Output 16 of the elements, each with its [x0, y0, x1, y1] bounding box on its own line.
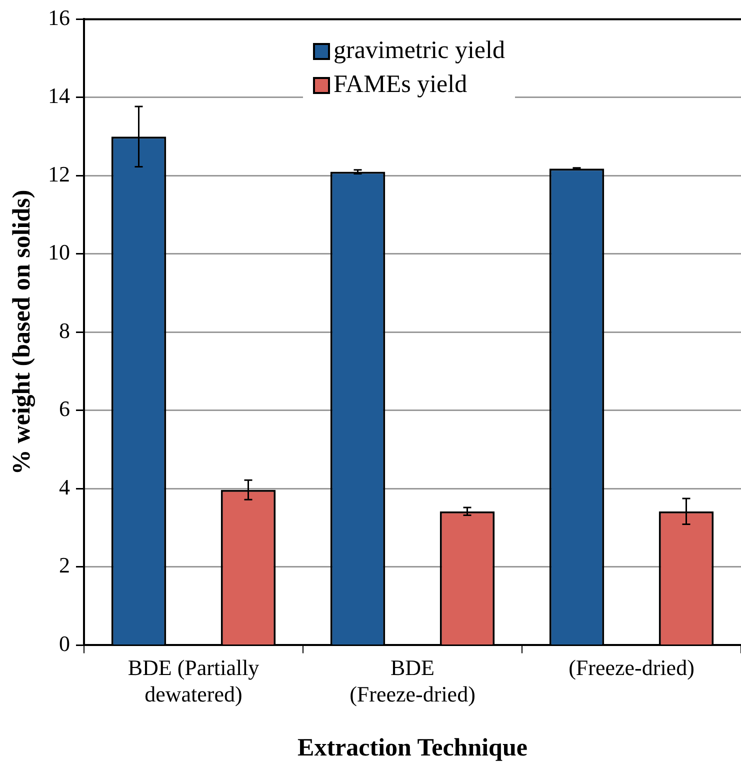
y-tick-label: 6 — [59, 396, 70, 422]
y-tick-label: 10 — [48, 240, 70, 265]
legend-label: FAMEs yield — [334, 71, 468, 100]
y-tick-label: 12 — [48, 161, 70, 186]
y-tick-label: 8 — [59, 318, 70, 343]
y-tick-label: 2 — [59, 552, 70, 578]
y-tick-label: 16 — [48, 4, 70, 30]
x-tick-label: (Freeze-dried) — [568, 655, 694, 680]
y-tick-label: 4 — [59, 474, 70, 500]
x-axis-title: Extraction Technique — [298, 734, 528, 762]
legend-label: gravimetric yield — [334, 37, 505, 66]
x-tick-label: BDE (Freeze-dried) — [350, 655, 476, 707]
y-tick-label: 0 — [59, 630, 70, 656]
y-tick-label: 14 — [48, 83, 70, 108]
y-axis-title: % weight (based on solids) — [8, 190, 36, 475]
x-tick-label: BDE (Partially dewatered) — [128, 655, 260, 707]
